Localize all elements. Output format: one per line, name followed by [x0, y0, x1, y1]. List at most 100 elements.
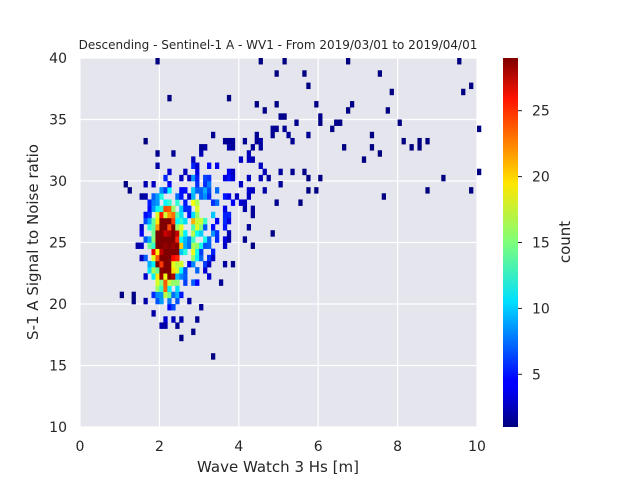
heatmap-cell: [203, 260, 208, 268]
heatmap-cell: [143, 273, 148, 280]
heatmap-cell: [179, 224, 184, 231]
heatmap-cell: [211, 353, 216, 360]
heatmap-cell: [159, 193, 164, 200]
x-tick-label: 0: [76, 439, 85, 455]
heatmap-cell: [183, 168, 188, 176]
heatmap-cell: [199, 242, 204, 249]
heatmap-cell: [163, 242, 168, 249]
y-tick-label: 20: [49, 297, 67, 313]
heatmap-cell: [199, 248, 204, 256]
heatmap-cell: [338, 119, 343, 126]
heatmap-cell: [282, 125, 287, 133]
heatmap-cell: [167, 199, 172, 206]
heatmap-cell: [330, 125, 335, 133]
colorbar-label: count: [556, 221, 574, 263]
heatmap-cell: [167, 291, 172, 299]
heatmap-cell: [171, 242, 176, 249]
heatmap-cell: [151, 310, 156, 317]
heatmap-cell: [207, 193, 212, 200]
heatmap-cell: [238, 181, 244, 188]
heatmap-cell: [191, 211, 196, 219]
heatmap-cell: [167, 94, 172, 102]
heatmap-cell: [199, 224, 204, 231]
heatmap-cell: [159, 224, 164, 231]
heatmap-cell: [258, 58, 263, 65]
heatmap-cell: [155, 254, 160, 262]
heatmap-cell: [207, 260, 212, 268]
heatmap-cell: [167, 236, 172, 243]
heatmap-cell: [183, 273, 188, 280]
heatmap-cell: [262, 187, 267, 194]
heatmap-cell: [230, 199, 236, 206]
heatmap-cell: [175, 297, 180, 305]
heatmap-cell: [345, 58, 351, 65]
heatmap-cell: [131, 297, 136, 305]
heatmap-cell: [441, 174, 446, 182]
heatmap-cell: [242, 137, 248, 145]
heatmap-cell: [254, 101, 259, 108]
heatmap-cell: [250, 187, 255, 194]
heatmap-cell: [195, 199, 200, 206]
heatmap-cell: [155, 230, 160, 237]
heatmap-cell: [401, 137, 406, 145]
heatmap-cell: [270, 230, 275, 237]
heatmap-cell: [143, 181, 148, 188]
heatmap-cell: [218, 279, 224, 286]
heatmap-cell: [242, 199, 248, 206]
heatmap-cell: [191, 162, 196, 169]
heatmap-cell: [290, 137, 295, 145]
heatmap-cell: [282, 58, 287, 65]
heatmap-cell: [163, 316, 168, 323]
heatmap-cell: [203, 181, 208, 188]
heatmap-cell: [425, 137, 430, 145]
heatmap-cell: [203, 187, 208, 194]
heatmap-cell: [195, 181, 200, 188]
heatmap-cell: [278, 113, 283, 120]
heatmap-cell: [385, 107, 390, 114]
heatmap-cell: [163, 248, 168, 256]
heatmap-cell: [159, 217, 164, 225]
heatmap-cell: [151, 273, 156, 280]
heatmap-cell: [298, 199, 303, 206]
heatmap-cell: [246, 193, 252, 200]
heatmap-cell: [230, 174, 236, 182]
heatmap-cell: [187, 297, 192, 305]
heatmap-cell: [230, 168, 236, 176]
heatmap-cell: [191, 217, 196, 225]
heatmap-cell: [457, 58, 462, 65]
heatmap-cell: [147, 236, 152, 243]
heatmap-cell: [226, 236, 232, 243]
heatmap-cell: [214, 230, 220, 237]
heatmap-cell: [199, 193, 204, 200]
heatmap-cell: [191, 242, 196, 249]
heatmap-cell: [230, 260, 236, 268]
heatmap-cell: [139, 230, 144, 237]
heatmap-cell: [167, 224, 172, 231]
heatmap-cell: [222, 224, 228, 231]
heatmap-cell: [151, 205, 156, 213]
heatmap-cell: [222, 174, 228, 182]
heatmap-cell: [167, 273, 172, 280]
heatmap-cell: [159, 322, 164, 329]
heatmap-cell: [222, 260, 228, 268]
heatmap-cell: [274, 125, 279, 133]
heatmap-cell: [222, 205, 228, 213]
heatmap-cell: [171, 205, 176, 213]
heatmap-cell: [167, 211, 172, 219]
heatmap-cell: [211, 211, 216, 219]
heatmap-cell: [187, 242, 192, 249]
heatmap-cell: [167, 217, 172, 225]
heatmap-cell: [230, 137, 236, 145]
heatmap-cell: [159, 285, 164, 292]
colorbar-tick-label: 5: [532, 367, 541, 383]
heatmap-cell: [179, 236, 184, 243]
heatmap-cell: [191, 187, 196, 194]
heatmap-cell: [155, 193, 160, 200]
heatmap-cell: [175, 217, 180, 225]
heatmap-cell: [175, 273, 180, 280]
heatmap-cell: [195, 217, 200, 225]
heatmap-cell: [147, 211, 152, 219]
heatmap-cell: [151, 230, 156, 237]
heatmap-cell: [203, 224, 208, 231]
heatmap-cell: [167, 187, 172, 194]
